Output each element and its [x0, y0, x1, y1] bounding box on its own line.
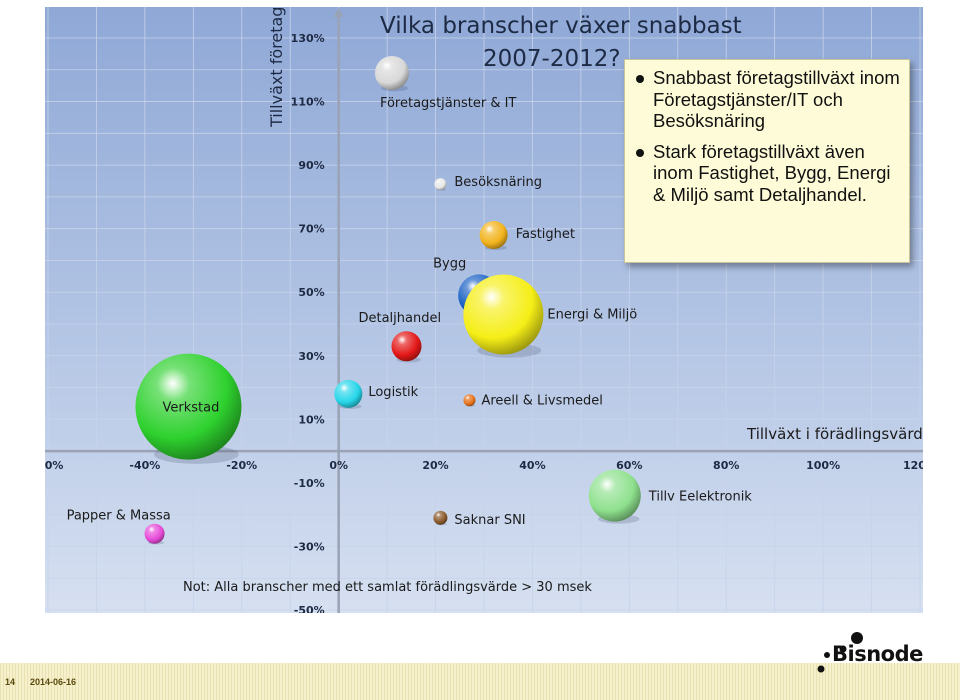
bubble-logistik — [334, 379, 363, 408]
x-tick-label: 0% — [329, 459, 348, 472]
bubble-tillv-eelektronik — [588, 469, 641, 522]
x-tick-label: 100% — [806, 459, 840, 472]
bubble-fastighet — [479, 221, 508, 250]
x-tick-label: 20% — [422, 459, 448, 472]
bubble-label: Verkstad — [162, 401, 219, 416]
bubble-areell-livsmedel — [463, 394, 476, 407]
bisnode-logo: Bisnode — [810, 628, 935, 678]
x-tick-label: -40% — [129, 459, 160, 472]
bubble-label: Bygg — [433, 256, 466, 271]
y-tick-label: 10% — [298, 413, 324, 426]
y-tick-label: 90% — [298, 159, 324, 172]
x-tick-label: -20% — [226, 459, 257, 472]
bubble-label: Tillv Eelektronik — [648, 490, 753, 505]
bubble-label: Företagstjänster & IT — [380, 96, 516, 111]
bubble-chart: -60% -40% -20% 0% 20% 40% 60% 80% 100% 120% 130% 11… — [45, 7, 923, 613]
y-tick-label: -30% — [294, 540, 325, 553]
bubble-label: Energi & Miljö — [547, 307, 637, 322]
bubble-label: Areell & Livsmedel — [481, 393, 602, 408]
bubble-label: Logistik — [368, 385, 418, 400]
bubble-företagstjänster-it — [374, 55, 409, 90]
callout-bullet-2: Stark företagstillväxt även inom Fastigh… — [636, 141, 901, 206]
x-tick-label: 120% — [903, 459, 923, 472]
bubble-label: Saknar SNI — [454, 513, 525, 528]
y-axis-arrow-icon — [333, 8, 344, 17]
chart-title-line-1: Vilka branscher växer snabbast — [380, 13, 742, 39]
bubble-label: Detaljhandel — [358, 311, 441, 326]
bubble-label: Papper & Massa — [67, 509, 171, 524]
chart-note: Not: Alla branscher med ett samlat föräd… — [183, 580, 592, 595]
callout-box: Snabbast företagstillväxt inom Företagst… — [624, 59, 910, 263]
y-tick-label: 50% — [298, 286, 324, 299]
x-tick-label: 40% — [519, 459, 545, 472]
bubble-saknar-sni — [433, 510, 448, 525]
footer-date: 2014-06-16 — [30, 677, 77, 687]
x-tick-label: -60% — [45, 459, 63, 472]
bubble-label: Fastighet — [516, 227, 575, 242]
y-tick-label: 70% — [298, 223, 324, 236]
footer-band — [0, 663, 960, 700]
logo-dots-icon — [817, 632, 863, 673]
bubble-besöksnäring — [434, 178, 447, 191]
bubble-detaljhandel — [391, 331, 422, 362]
bubble-label: Besöksnäring — [454, 175, 542, 190]
page-number: 14 — [5, 677, 16, 687]
x-tick-label: 80% — [713, 459, 739, 472]
x-tick-label: 60% — [616, 459, 642, 472]
x-axis-label: Tillväxt i förädlingsvärde — [746, 425, 923, 443]
logo-text: Bisnode — [832, 642, 923, 666]
bubble-verkstad — [135, 353, 242, 460]
callout-bullet-1: Snabbast företagstillväxt inom Företagst… — [636, 67, 900, 131]
y-tick-label: -10% — [294, 477, 325, 490]
y-axis-label: Tillväxt företag — [267, 7, 286, 128]
bubble-papper-massa — [144, 523, 165, 544]
y-tick-label: 110% — [291, 96, 325, 109]
y-tick-label: 130% — [291, 32, 325, 45]
y-tick-label: 30% — [298, 350, 324, 363]
chart-title-line-2: 2007-2012? — [483, 46, 621, 72]
y-tick-label: -50% — [294, 604, 325, 613]
bubble-energi-miljö — [463, 274, 544, 355]
